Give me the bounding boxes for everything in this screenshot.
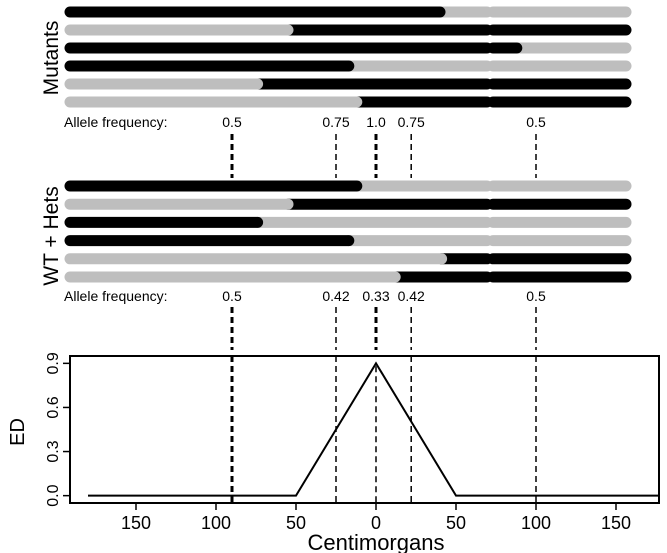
allele-frequency-value: 0.5 — [222, 288, 242, 304]
x-axis-label: Centimorgans — [308, 530, 445, 553]
allele-frequency-label: Allele frequency: — [64, 114, 168, 130]
allele-frequency-value: 0.5 — [526, 288, 546, 304]
allele-frequency-value: 0.42 — [322, 288, 349, 304]
y-tick-label: 0.9 — [45, 352, 62, 374]
marker-connector-lines: 0.5 0.75 1.0 0.75 0.5 0.5 0.42 0.33 0.42 0.5 — [222, 114, 546, 350]
mutants-panel — [64, 6, 632, 108]
x-tick-label: 0 — [371, 513, 381, 533]
allele-frequency-value: 0.75 — [322, 114, 349, 130]
x-axis: 150 100 50 0 50 100 150 — [121, 503, 631, 533]
y-tick-label: 0.3 — [45, 440, 62, 462]
x-tick-label: 100 — [521, 513, 551, 533]
x-tick-label: 150 — [121, 513, 151, 533]
ed-line — [88, 361, 658, 497]
x-tick-label: 100 — [201, 513, 231, 533]
allele-frequency-label: Allele frequency: — [64, 288, 168, 304]
x-tick-label: 50 — [446, 513, 466, 533]
mutants-label: Mutants — [40, 21, 63, 96]
wt-hets-label: WT + Hets — [40, 186, 63, 285]
ed-chart: 150 100 50 0 50 100 150 0.0 0.3 0.6 0.9 Centimorg… — [7, 352, 660, 553]
y-tick-label: 0.6 — [45, 396, 62, 418]
allele-frequency-value: 0.5 — [526, 114, 546, 130]
allele-frequency-value: 0.5 — [222, 114, 242, 130]
allele-frequency-value: 0.33 — [362, 288, 389, 304]
allele-frequency-value: 0.42 — [398, 288, 425, 304]
allele-frequency-value: 1.0 — [366, 114, 386, 130]
wt-hets-panel — [64, 180, 632, 283]
chart-marker-lines — [230, 356, 537, 503]
x-tick-label: 150 — [601, 513, 631, 533]
plot-frame — [69, 355, 660, 504]
x-tick-label: 50 — [286, 513, 306, 533]
y-tick-label: 0.0 — [45, 484, 62, 506]
allele-frequency-value: 0.75 — [398, 114, 425, 130]
y-axis: 0.0 0.3 0.6 0.9 — [45, 352, 70, 507]
y-axis-label: ED — [7, 418, 29, 446]
